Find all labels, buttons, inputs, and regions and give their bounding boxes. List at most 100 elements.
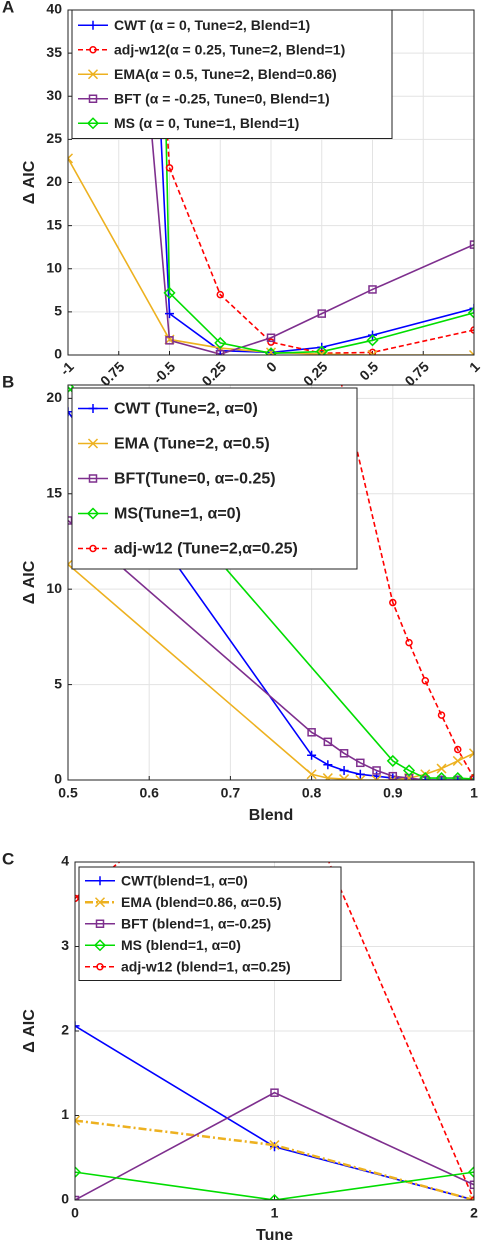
marker xyxy=(468,748,474,759)
marker xyxy=(339,749,349,758)
marker xyxy=(322,773,333,780)
y-axis-label: Δ AIC xyxy=(21,160,38,204)
marker xyxy=(307,728,316,737)
marker xyxy=(323,737,333,747)
legend-label: MS (α = 0, Tune=1, Blend=1) xyxy=(114,115,299,131)
y-axis-label: Δ AIC xyxy=(21,560,38,604)
x-tick-label: 0.8 xyxy=(302,785,322,801)
y-tick-label: 0 xyxy=(61,1191,69,1207)
marker xyxy=(366,334,379,347)
y-tick-label: 20 xyxy=(46,173,62,189)
marker xyxy=(88,404,98,413)
marker xyxy=(386,754,399,767)
y-tick-label: 0 xyxy=(54,771,62,787)
marker xyxy=(469,303,474,313)
x-tick-label: 0 xyxy=(263,358,280,375)
x-tick-label: 0 xyxy=(71,1205,79,1221)
marker xyxy=(266,333,276,342)
y-tick-label: 30 xyxy=(46,87,62,103)
marker xyxy=(389,598,397,607)
marker xyxy=(75,1166,82,1179)
legend-label: EMA(α = 0.5, Tune=2, Blend=0.86) xyxy=(114,66,337,82)
legend-box xyxy=(71,387,358,570)
marker xyxy=(323,760,333,770)
x-tick-label: 1 xyxy=(466,358,483,375)
marker xyxy=(469,1180,474,1190)
data-layer xyxy=(68,385,474,780)
marker xyxy=(214,336,227,349)
marker xyxy=(68,407,73,417)
marker xyxy=(86,507,100,520)
marker xyxy=(87,69,99,80)
marker xyxy=(454,745,462,754)
marker xyxy=(339,765,349,775)
marker xyxy=(306,769,317,780)
legend: CWT (α = 0, Tune=2, Blend=1) adj-w12(α = … xyxy=(71,9,393,139)
axes-box xyxy=(67,384,475,781)
y-tick-label: 3 xyxy=(61,937,69,953)
marker xyxy=(165,309,174,319)
series-line xyxy=(68,519,474,780)
marker xyxy=(356,758,365,768)
legend-label: EMA (blend=0.86, α=0.5) xyxy=(121,894,282,910)
legend-label: CWT(blend=1, α=0) xyxy=(121,872,248,888)
axes-box xyxy=(74,861,475,1201)
marker xyxy=(437,711,446,719)
marker xyxy=(265,347,277,355)
series-line xyxy=(158,10,474,355)
marker xyxy=(165,164,174,172)
panel-label: C xyxy=(2,849,14,868)
y-axis-label: Δ AIC xyxy=(21,1009,38,1053)
x-tick-label: 0.25 xyxy=(300,358,331,389)
y-tick-label: 35 xyxy=(46,44,62,60)
marker xyxy=(451,772,464,780)
marker xyxy=(372,766,381,775)
marker xyxy=(264,347,278,355)
marker xyxy=(316,349,327,355)
y-tick-label: 20 xyxy=(46,389,62,405)
marker xyxy=(421,775,430,780)
y-tick-label: 1 xyxy=(61,1106,69,1122)
legend-label: MS (blend=1, α=0) xyxy=(121,937,241,953)
marker xyxy=(96,963,104,971)
legend-label: EMA (Tune=2, α=0.5) xyxy=(114,436,270,453)
marker xyxy=(88,20,98,30)
y-tick-label: 40 xyxy=(46,1,62,17)
marker xyxy=(269,1140,280,1151)
x-tick-label: 0.9 xyxy=(383,785,403,801)
marker xyxy=(317,309,326,318)
marker xyxy=(421,677,430,685)
y-tick-label: 2 xyxy=(61,1022,69,1038)
data-layer xyxy=(68,10,474,355)
marker xyxy=(93,939,107,952)
x-tick-label: 2 xyxy=(470,1205,478,1221)
y-tick-label: 10 xyxy=(46,580,62,596)
marker xyxy=(163,286,176,299)
marker xyxy=(402,764,416,777)
marker xyxy=(87,438,99,449)
marker xyxy=(468,1194,474,1200)
series-line xyxy=(75,862,474,1200)
marker xyxy=(86,117,100,130)
x-tick-label: 0.5 xyxy=(356,358,381,383)
x-tick-label: 0.7 xyxy=(221,785,241,801)
legend-label: adj-w12 (blend=1, α=0.25) xyxy=(121,958,291,974)
marker xyxy=(75,1115,81,1126)
marker xyxy=(268,1193,281,1200)
marker xyxy=(68,559,74,570)
data-layer xyxy=(75,862,474,1200)
marker xyxy=(68,153,74,164)
legend-label: BFT(Tune=0, α=-0.25) xyxy=(114,471,276,488)
series-line xyxy=(75,1171,474,1200)
marker xyxy=(468,349,474,355)
marker xyxy=(470,326,474,334)
marker xyxy=(368,285,377,294)
marker xyxy=(307,750,317,760)
panel-label: B xyxy=(2,372,14,391)
marker xyxy=(419,772,432,780)
y-tick-label: 0 xyxy=(54,346,62,362)
y-tick-label: 15 xyxy=(46,484,62,500)
legend-label: BFT (α = -0.25, Tune=0, Blend=1) xyxy=(114,90,330,106)
